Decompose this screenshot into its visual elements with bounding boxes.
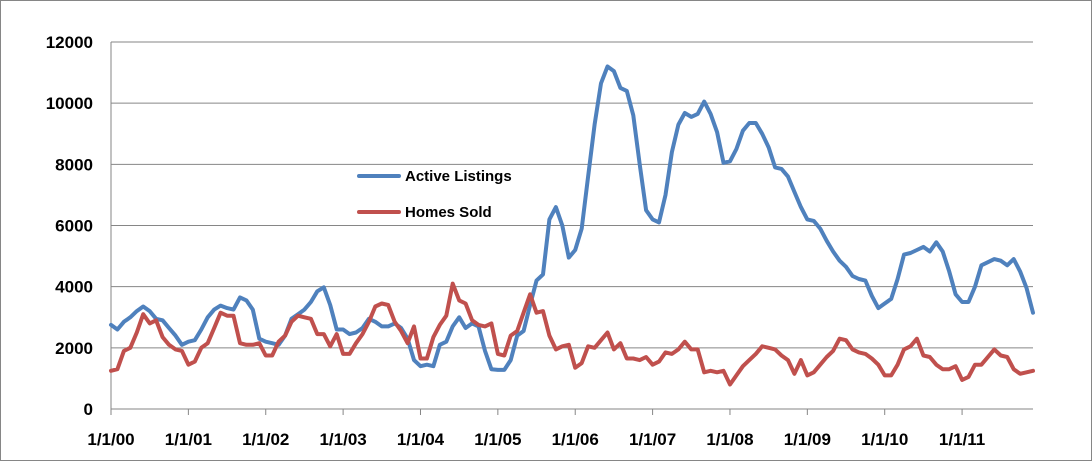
legend-label: Homes Sold xyxy=(405,204,492,221)
y-tick-label: 2000 xyxy=(55,339,93,358)
y-axis-tick-labels: 0 2000 4000 6000 8000 10000 12000 xyxy=(46,33,93,419)
x-tick-label: 1/1/02 xyxy=(242,430,289,449)
x-tick-label: 1/1/10 xyxy=(861,430,908,449)
x-tick-label: 1/1/11 xyxy=(939,430,985,449)
x-tick-label: 1/1/04 xyxy=(397,430,445,449)
y-tick-label: 0 xyxy=(84,400,93,419)
series-line-active-listings xyxy=(109,64,1035,372)
series-line-homes-sold xyxy=(109,281,1035,387)
x-tick-label: 1/1/01 xyxy=(165,430,212,449)
x-axis-tick-labels: 1/1/00 1/1/01 1/1/02 1/1/03 1/1/04 1/1/05 1/1/… xyxy=(87,430,985,449)
y-tick-label: 8000 xyxy=(55,155,93,174)
gridlines xyxy=(111,41,1033,349)
x-tick-label: 1/1/07 xyxy=(629,430,676,449)
x-tick-label: 1/1/09 xyxy=(784,430,831,449)
y-tick-label: 6000 xyxy=(55,217,93,236)
y-tick-label: 12000 xyxy=(46,33,93,52)
y-tick-label: 4000 xyxy=(55,278,93,297)
legend: Active Listings Homes Sold xyxy=(357,168,512,221)
y-tick-label: 10000 xyxy=(46,94,93,113)
x-tick-label: 1/1/03 xyxy=(319,430,366,449)
x-tick-label: 1/1/08 xyxy=(706,430,753,449)
x-tick-label: 1/1/05 xyxy=(474,430,521,449)
legend-label: Active Listings xyxy=(405,168,512,185)
series-lines xyxy=(109,64,1035,387)
x-tick-label: 1/1/00 xyxy=(87,430,134,449)
x-tick-label: 1/1/06 xyxy=(552,430,599,449)
axes xyxy=(110,42,1033,415)
